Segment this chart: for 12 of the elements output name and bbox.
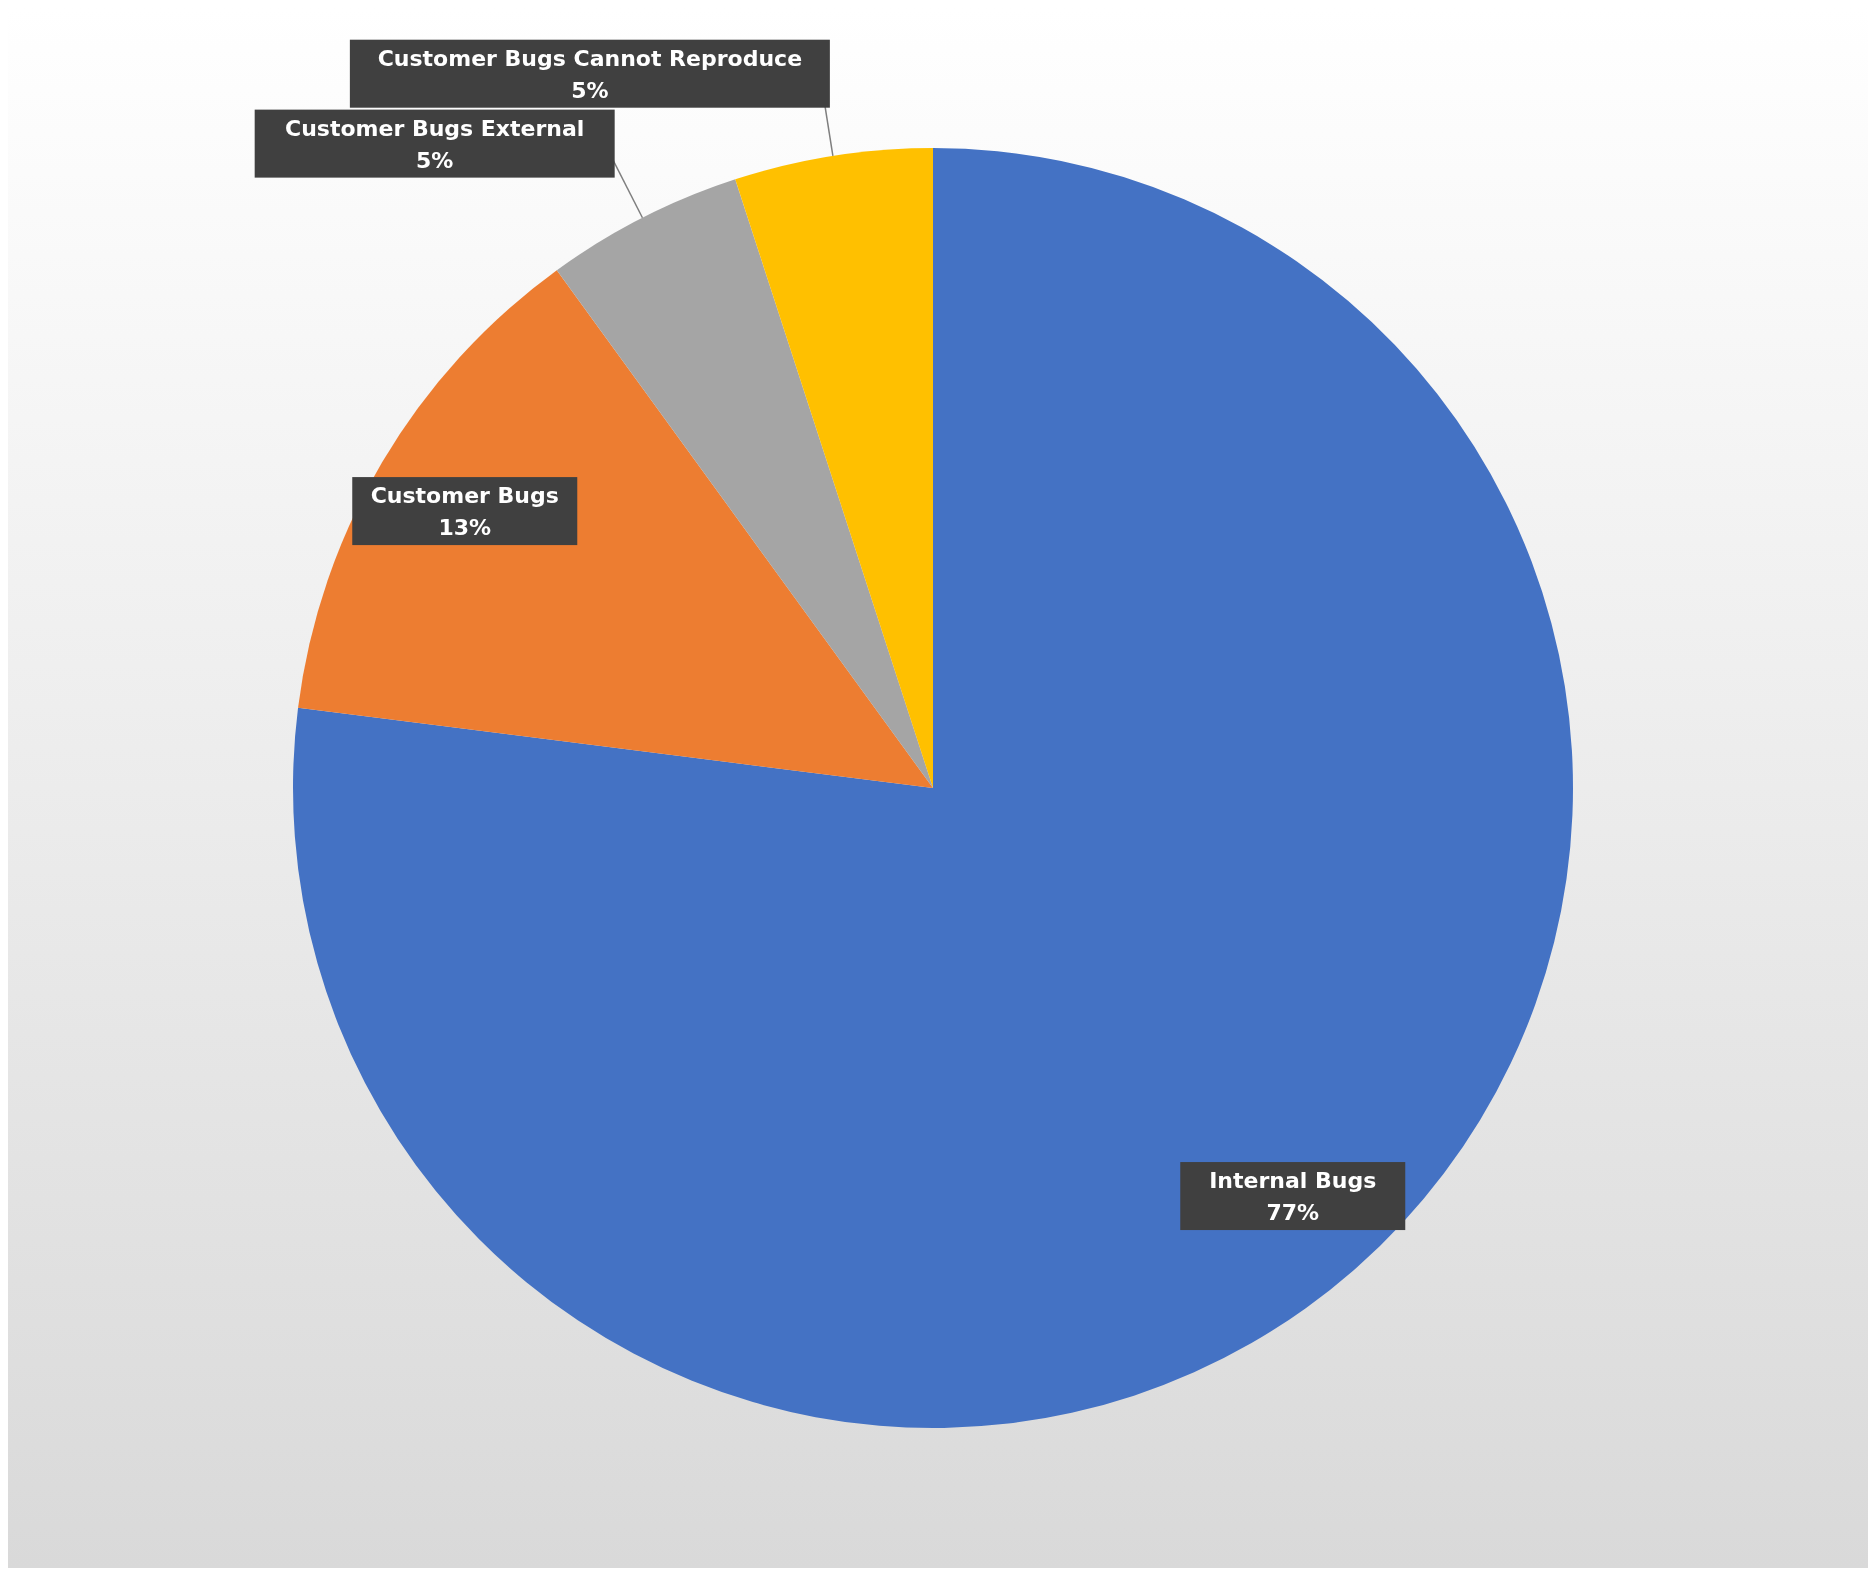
pie-slice	[735, 148, 933, 788]
data-label: 77%	[1266, 1200, 1320, 1226]
data-label: 5%	[415, 147, 454, 173]
slice-label: Customer Bugs External	[284, 115, 585, 141]
data-label: 13%	[438, 515, 492, 541]
slice-label: Customer Bugs Cannot Reproduce	[377, 45, 803, 71]
pie-slice	[293, 148, 1573, 1428]
pie-slice	[298, 270, 933, 788]
pie-slice	[556, 179, 933, 788]
slice-label: Internal Bugs	[1209, 1168, 1377, 1194]
slice-label: Customer Bugs	[370, 483, 559, 509]
data-label: 5%	[571, 77, 609, 103]
